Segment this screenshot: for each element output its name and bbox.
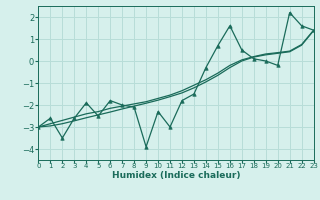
X-axis label: Humidex (Indice chaleur): Humidex (Indice chaleur) [112, 171, 240, 180]
